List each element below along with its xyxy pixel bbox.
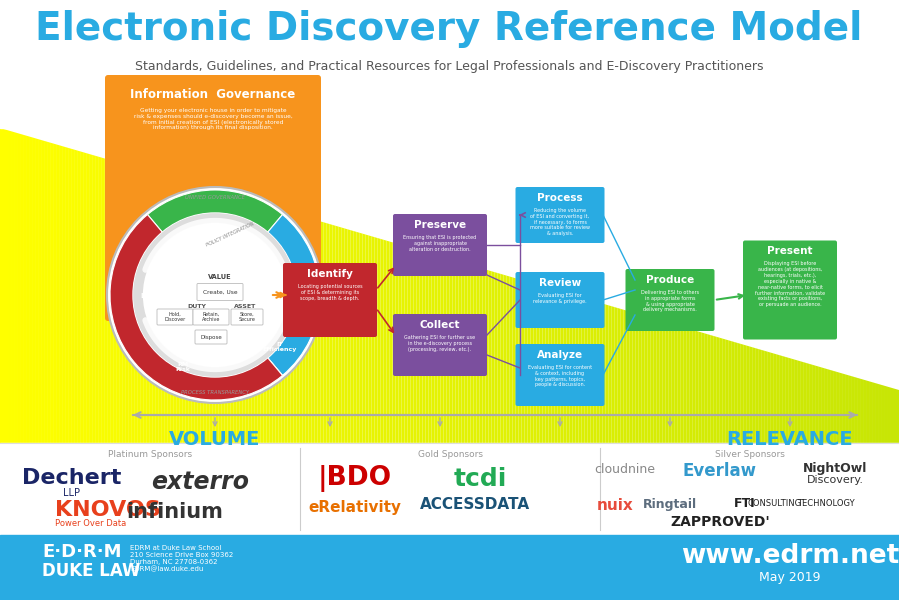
Polygon shape xyxy=(0,128,3,443)
Polygon shape xyxy=(87,154,90,443)
Polygon shape xyxy=(348,229,351,443)
Text: Information  Governance: Information Governance xyxy=(130,88,296,101)
Polygon shape xyxy=(290,213,294,443)
Polygon shape xyxy=(869,381,872,443)
Polygon shape xyxy=(605,304,609,443)
Polygon shape xyxy=(537,284,539,443)
Polygon shape xyxy=(456,261,458,443)
Text: PRIVACY &
SECURITY
Risk: PRIVACY & SECURITY Risk xyxy=(251,292,289,308)
Polygon shape xyxy=(48,142,51,443)
Text: Ringtail: Ringtail xyxy=(643,498,697,511)
Polygon shape xyxy=(288,212,290,443)
Polygon shape xyxy=(824,368,827,443)
Polygon shape xyxy=(0,0,899,128)
Polygon shape xyxy=(593,301,596,443)
Polygon shape xyxy=(375,237,378,443)
Circle shape xyxy=(107,187,323,403)
Wedge shape xyxy=(147,295,282,400)
Polygon shape xyxy=(515,278,519,443)
Polygon shape xyxy=(138,168,141,443)
Polygon shape xyxy=(144,170,147,443)
Polygon shape xyxy=(494,272,497,443)
Polygon shape xyxy=(198,185,200,443)
Polygon shape xyxy=(719,338,722,443)
Text: cloudnine: cloudnine xyxy=(594,463,655,476)
Polygon shape xyxy=(438,256,441,443)
Polygon shape xyxy=(443,257,447,443)
Polygon shape xyxy=(261,204,263,443)
Polygon shape xyxy=(770,352,773,443)
Text: UNIFIED GOVERNANCE: UNIFIED GOVERNANCE xyxy=(185,195,245,200)
Polygon shape xyxy=(704,333,708,443)
Polygon shape xyxy=(423,251,425,443)
Polygon shape xyxy=(218,192,222,443)
Polygon shape xyxy=(21,134,24,443)
Polygon shape xyxy=(434,254,438,443)
Text: Locating potential sources
of ESI & determining its
scope, breadth & depth.: Locating potential sources of ESI & dete… xyxy=(298,284,362,301)
Polygon shape xyxy=(324,223,326,443)
Polygon shape xyxy=(245,200,249,443)
Polygon shape xyxy=(267,206,270,443)
Polygon shape xyxy=(263,205,267,443)
Polygon shape xyxy=(519,279,521,443)
Text: Getting your electronic house in order to mitigate
risk & expenses should e-disc: Getting your electronic house in order t… xyxy=(134,108,292,130)
Polygon shape xyxy=(344,229,348,443)
Circle shape xyxy=(133,213,297,377)
Text: Analyze: Analyze xyxy=(537,350,583,360)
Polygon shape xyxy=(84,152,87,443)
Text: Reducing the volume
of ESI and converting it,
if necessary, to forms
more suitab: Reducing the volume of ESI and convertin… xyxy=(530,208,590,236)
Polygon shape xyxy=(351,230,353,443)
Polygon shape xyxy=(749,346,752,443)
Polygon shape xyxy=(306,217,308,443)
Polygon shape xyxy=(447,258,450,443)
Polygon shape xyxy=(54,144,57,443)
Polygon shape xyxy=(231,195,234,443)
Polygon shape xyxy=(389,242,393,443)
Polygon shape xyxy=(249,200,252,443)
Polygon shape xyxy=(645,316,647,443)
Polygon shape xyxy=(105,158,108,443)
Polygon shape xyxy=(171,178,174,443)
Polygon shape xyxy=(743,344,746,443)
Text: Review: Review xyxy=(539,278,581,288)
Text: Present: Present xyxy=(767,247,813,257)
FancyBboxPatch shape xyxy=(157,309,193,325)
Polygon shape xyxy=(573,295,575,443)
Polygon shape xyxy=(854,377,857,443)
Polygon shape xyxy=(842,373,845,443)
Text: tcdi: tcdi xyxy=(453,467,507,491)
Polygon shape xyxy=(896,389,899,443)
Text: Gathering ESI for further use
in the e-discovery process
(processing, review, et: Gathering ESI for further use in the e-d… xyxy=(405,335,476,352)
Polygon shape xyxy=(141,169,144,443)
Polygon shape xyxy=(510,277,512,443)
Polygon shape xyxy=(785,357,788,443)
Polygon shape xyxy=(674,325,677,443)
FancyBboxPatch shape xyxy=(743,241,837,340)
Polygon shape xyxy=(96,156,99,443)
Polygon shape xyxy=(0,443,899,535)
Polygon shape xyxy=(717,337,719,443)
Polygon shape xyxy=(659,320,663,443)
Polygon shape xyxy=(27,136,30,443)
Polygon shape xyxy=(761,350,764,443)
FancyBboxPatch shape xyxy=(515,344,604,406)
Polygon shape xyxy=(465,263,467,443)
Polygon shape xyxy=(57,145,60,443)
Polygon shape xyxy=(788,358,791,443)
Polygon shape xyxy=(746,346,749,443)
Polygon shape xyxy=(380,239,384,443)
Polygon shape xyxy=(582,298,584,443)
Text: DUKE LAW: DUKE LAW xyxy=(42,562,140,580)
Polygon shape xyxy=(33,137,36,443)
Polygon shape xyxy=(387,241,389,443)
Text: ZAPPROVED': ZAPPROVED' xyxy=(670,515,770,529)
Polygon shape xyxy=(578,296,582,443)
Polygon shape xyxy=(42,140,45,443)
Polygon shape xyxy=(60,145,63,443)
Text: Store,
Secure: Store, Secure xyxy=(238,311,255,322)
Polygon shape xyxy=(483,269,485,443)
Text: Produce: Produce xyxy=(645,275,694,285)
Text: Displaying ESI before
audiences (at depositions,
hearings, trials, etc.),
especi: Displaying ESI before audiences (at depo… xyxy=(755,262,825,307)
Polygon shape xyxy=(878,384,881,443)
